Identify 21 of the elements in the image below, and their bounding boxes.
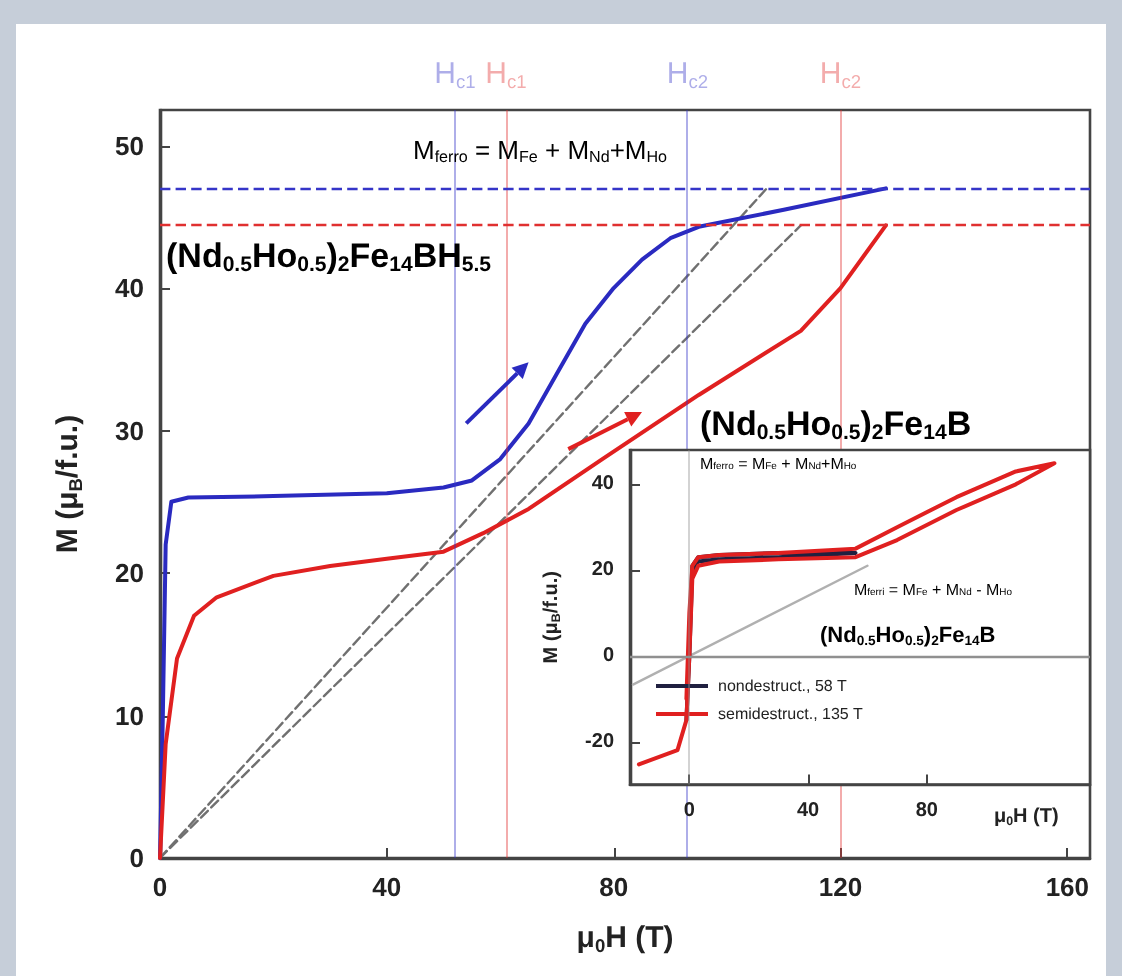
y-tick-label: 50 (115, 130, 144, 161)
x-tick-label: 80 (915, 799, 939, 822)
y-tick-label: 40 (591, 473, 615, 496)
x-tick-label: 0 (152, 872, 168, 902)
y-tick-label: 0 (602, 644, 615, 667)
x-tick-label: 160 (1045, 872, 1090, 902)
x-tick-label: 80 (599, 872, 629, 902)
y-axis-title: M (μB/f.u.) (51, 414, 87, 554)
y-tick-label: 30 (115, 415, 144, 446)
y-tick-label: 10 (115, 700, 144, 731)
y-tick-label: 0 (129, 843, 144, 873)
x-tick-label: 0 (683, 799, 696, 822)
legend-label: nondestruct., 58 T (718, 677, 847, 695)
legend-label: semidestruct., 135 T (718, 705, 863, 723)
y-tick-label: 40 (115, 273, 144, 304)
y-tick-label: -20 (585, 730, 615, 753)
x-tick-label: 40 (796, 799, 821, 822)
x-tick-label: 120 (818, 872, 863, 902)
y-tick-label: 20 (115, 558, 144, 589)
x-tick-label: 40 (372, 872, 402, 902)
y-tick-label: 20 (591, 559, 615, 582)
